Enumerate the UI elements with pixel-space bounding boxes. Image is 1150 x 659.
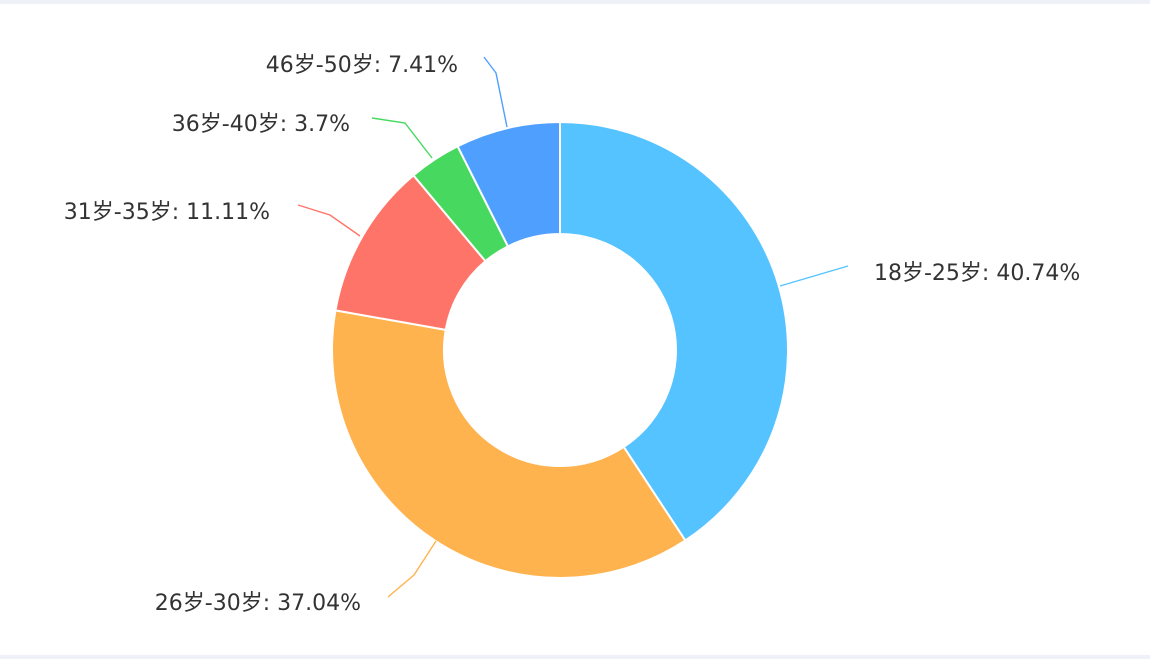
leader-line bbox=[779, 265, 849, 287]
slice-label: 46岁-50岁: 7.41% bbox=[266, 53, 458, 78]
donut-slice[interactable] bbox=[559, 121, 789, 542]
leader-line bbox=[387, 540, 437, 598]
leader-line bbox=[297, 204, 361, 237]
slice-label: 36岁-40岁: 3.7% bbox=[172, 112, 350, 137]
slice-labels: 18岁-25岁: 40.74% 26岁-30岁: 37.04% 31岁-35岁: 1… bbox=[64, 53, 1080, 616]
slice-label: 18岁-25岁: 40.74% bbox=[874, 261, 1080, 286]
donut-slice[interactable] bbox=[331, 309, 687, 579]
slice-label: 31岁-35岁: 11.11% bbox=[64, 200, 270, 225]
leader-line bbox=[483, 56, 508, 128]
leader-line bbox=[371, 117, 433, 159]
donut-slice[interactable] bbox=[456, 121, 561, 248]
label-leader-lines bbox=[297, 56, 849, 598]
slice-label: 26岁-30岁: 37.04% bbox=[155, 591, 361, 616]
donut-slices bbox=[331, 121, 789, 579]
